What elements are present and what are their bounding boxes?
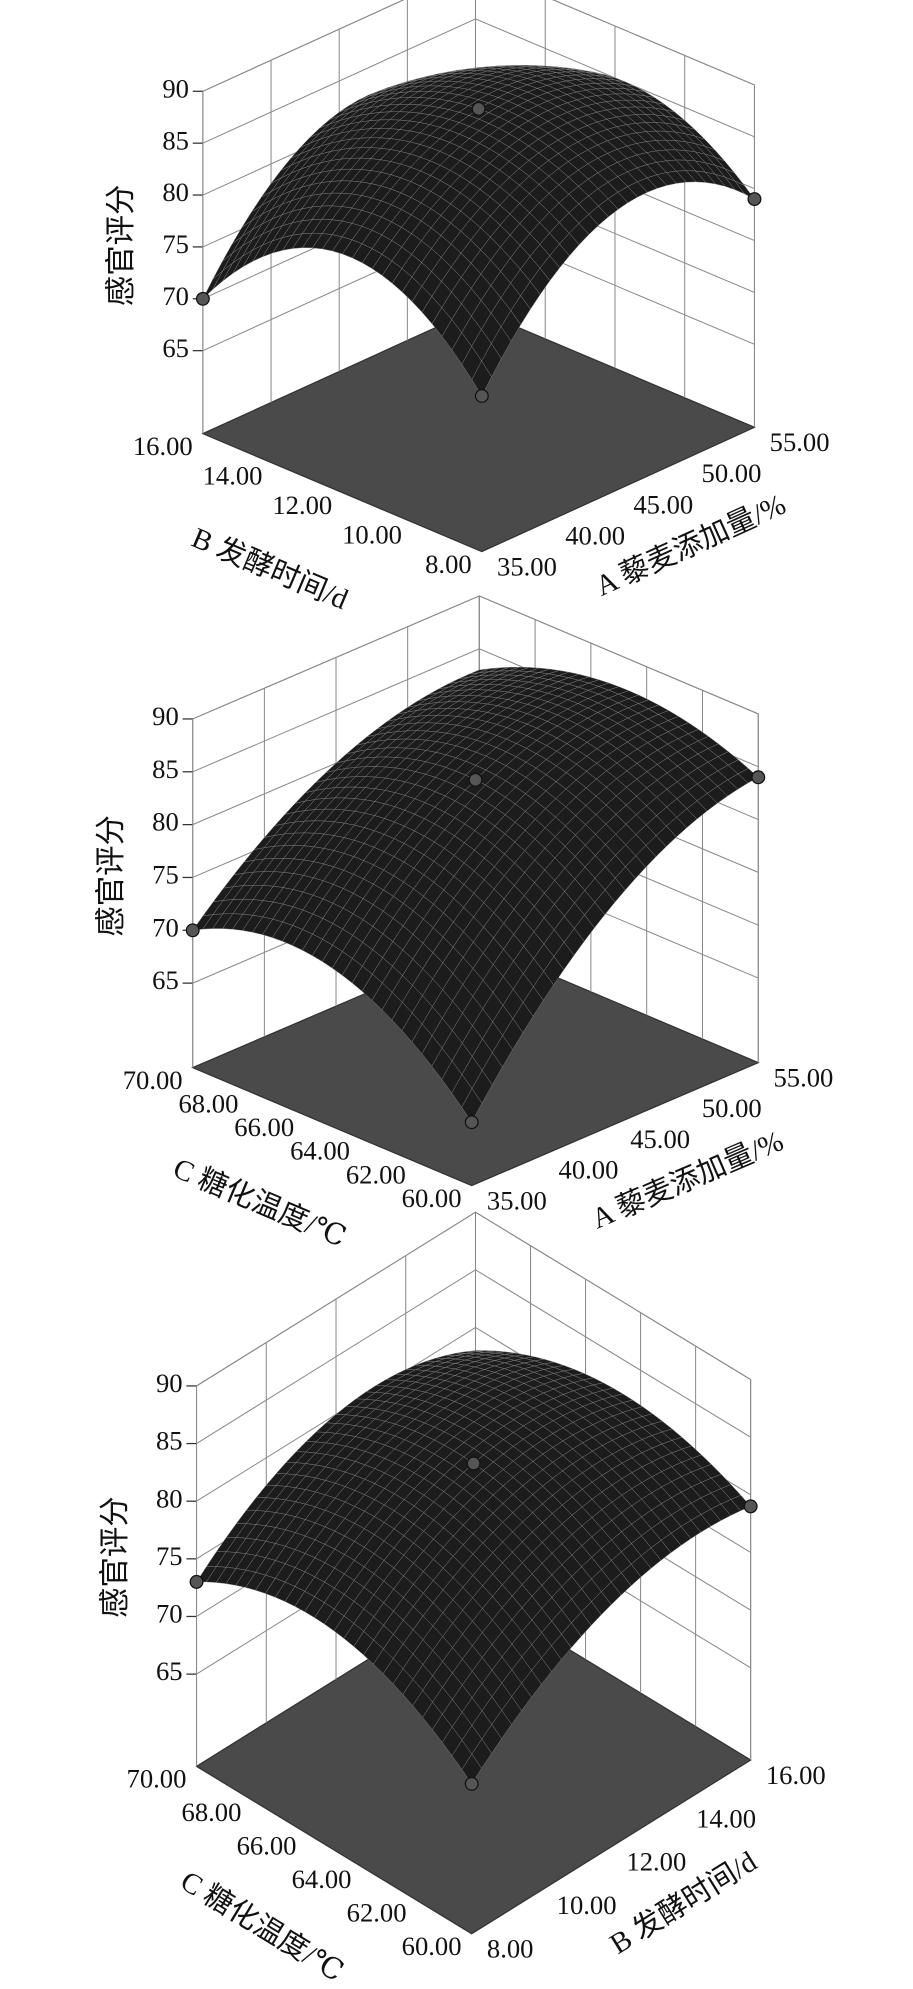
surface-plot: 65 70 75 80 85 90 35.00 40.00 45.00 50.00 55.00 60.… (94, 595, 833, 1254)
y-tick-label: 66.00 (234, 1112, 294, 1142)
y-tick-label: 14.00 (203, 460, 263, 490)
y-tick-label: 64.00 (290, 1136, 350, 1166)
x-tick-label: 50.00 (702, 1093, 762, 1123)
surface (192, 666, 759, 1123)
x-tick-label: 8.00 (487, 1934, 534, 1964)
grid-line (202, 0, 755, 92)
z-tick-label: 80 (152, 807, 179, 837)
x-tick-label: 50.00 (702, 458, 762, 488)
z-tick-label: 70 (152, 912, 179, 942)
y-tick-label: 16.00 (133, 431, 193, 461)
x-tick-label: 12.00 (626, 1847, 686, 1877)
z-tick-label: 80 (156, 1483, 183, 1513)
y-tick-label: 70.00 (123, 1065, 183, 1095)
y-tick-label: 60.00 (402, 1931, 462, 1961)
x-tick-label: 14.00 (696, 1803, 756, 1833)
y-tick-label: 10.00 (342, 519, 402, 549)
y-axis-title: C 糖化温度/℃ (169, 1152, 351, 1254)
y-tick-label: 62.00 (346, 1159, 406, 1189)
data-point (751, 770, 766, 785)
y-tick-label: 68.00 (179, 1089, 239, 1119)
surface-plot: 65 70 75 80 85 90 8.00 10.00 12.00 14.00 16.00 60.0… (98, 1211, 826, 1988)
data-point (185, 923, 200, 938)
y-tick-label: 70.00 (127, 1764, 187, 1794)
x-tick-label: 40.00 (565, 520, 625, 550)
y-tick-label: 64.00 (292, 1864, 352, 1894)
data-point (464, 1776, 479, 1791)
z-tick-label: 70 (156, 1599, 183, 1629)
z-tick-label: 90 (152, 701, 179, 731)
z-tick-label: 85 (162, 125, 189, 155)
surface-plot: 65 70 75 80 85 90 35.00 40.00 45.00 50.00 55.00 8.0… (104, 0, 830, 616)
data-point (464, 1115, 479, 1130)
x-tick-label: 45.00 (630, 1124, 690, 1154)
x-tick-label: 35.00 (497, 551, 557, 581)
data-point (471, 101, 486, 116)
figure-body: 65 70 75 80 85 90 35.00 40.00 45.00 50.00 55.00 8.0… (94, 0, 833, 1988)
y-tick-label: 60.00 (402, 1183, 462, 1213)
z-tick-label: 75 (156, 1541, 183, 1571)
y-tick-label: 12.00 (272, 490, 332, 520)
x-tick-label: 45.00 (633, 489, 693, 519)
y-tick-label: 68.00 (182, 1797, 242, 1827)
z-tick-label: 65 (152, 965, 179, 995)
surface (196, 1350, 751, 1785)
x-tick-label: 40.00 (559, 1155, 619, 1185)
data-point (195, 291, 210, 306)
y-axis-title: B 发酵时间/d (187, 521, 353, 616)
data-point (466, 1456, 481, 1471)
z-tick-label: 65 (162, 333, 189, 363)
surface-cell (461, 1753, 482, 1785)
y-tick-label: 66.00 (237, 1831, 297, 1861)
data-point (743, 1499, 758, 1514)
y-tick-label: 8.00 (425, 549, 472, 579)
data-point (468, 772, 483, 787)
data-point (189, 1574, 204, 1589)
y-tick-label: 62.00 (347, 1898, 407, 1928)
z-tick-label: 85 (152, 754, 179, 784)
z-tick-label: 65 (156, 1656, 183, 1686)
x-tick-label: 55.00 (773, 1062, 833, 1092)
x-tick-label: 35.00 (487, 1185, 547, 1215)
z-tick-label: 75 (162, 229, 189, 259)
z-tick-label: 75 (152, 860, 179, 890)
z-tick-label: 85 (156, 1426, 183, 1456)
surface-cell (471, 360, 492, 397)
z-axis-title: 感官评分 (98, 1496, 132, 1618)
z-tick-label: 90 (162, 73, 189, 103)
surface-cell (461, 1088, 483, 1123)
z-tick-label: 70 (162, 281, 189, 311)
x-tick-label: 10.00 (557, 1890, 617, 1920)
x-tick-label: 16.00 (766, 1760, 826, 1790)
z-tick-label: 90 (156, 1368, 183, 1398)
z-tick-label: 80 (162, 177, 189, 207)
z-axis-title: 感官评分 (104, 185, 138, 307)
x-tick-label: 55.00 (770, 427, 830, 457)
data-point (474, 388, 489, 403)
z-axis-title: 感官评分 (94, 815, 128, 937)
data-point (747, 192, 762, 207)
surface (202, 65, 755, 397)
